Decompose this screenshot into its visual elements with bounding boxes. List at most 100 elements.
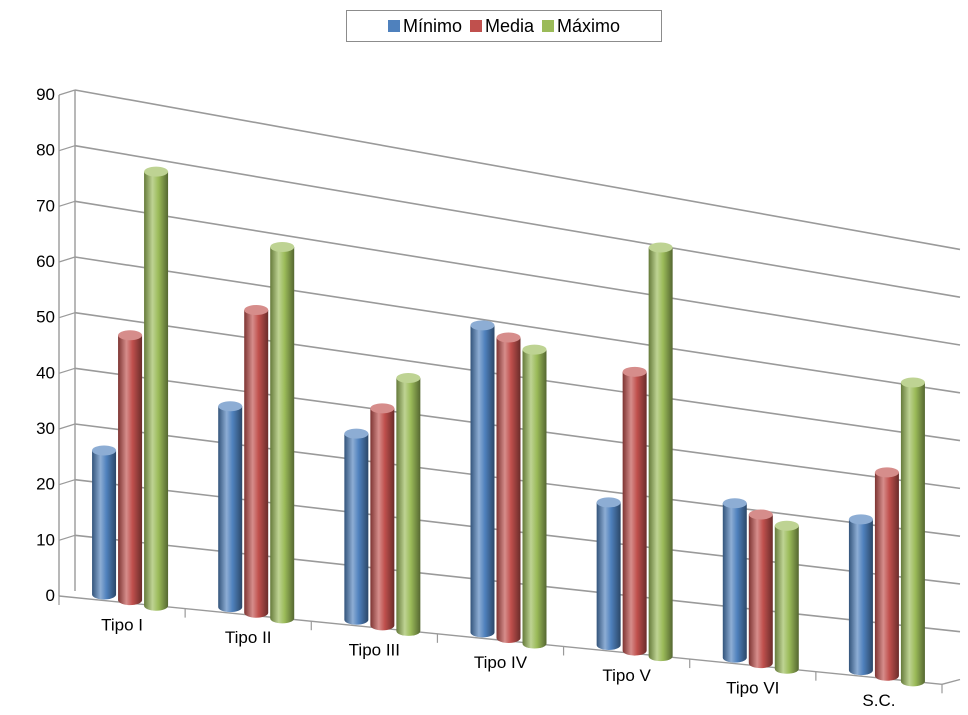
x-category-label: Tipo V [602, 666, 651, 685]
legend-swatch-media [469, 20, 482, 32]
y-tick-label: 50 [36, 308, 55, 327]
bar-cap [848, 514, 873, 525]
legend-item-media: Media [469, 15, 535, 37]
x-category-label: Tipo IV [474, 653, 528, 672]
bar-body [900, 382, 925, 687]
bars [92, 166, 925, 687]
x-category-label: Tipo II [225, 628, 272, 647]
y-tick-label: 70 [36, 196, 55, 215]
legend-item-minimo: Mínimo [387, 15, 462, 37]
bar [874, 467, 899, 681]
bar-cap [470, 320, 495, 331]
bar-body [496, 337, 521, 643]
y-tick-label: 60 [36, 252, 55, 271]
bar [470, 320, 495, 638]
gridline [74, 144, 961, 299]
y-tick-label: 80 [36, 141, 55, 160]
bar-body [92, 450, 117, 600]
bar-body [470, 325, 495, 638]
bar [144, 166, 169, 611]
gridline-depth [58, 256, 76, 263]
y-tick-label: 30 [36, 419, 55, 438]
bar-cap [774, 520, 799, 531]
x-category-labels: Tipo I Tipo II Tipo III Tipo IV Tipo V Tipo V… [101, 615, 895, 710]
bar [848, 514, 873, 676]
bar-body [218, 406, 243, 613]
x-category-label: Tipo I [101, 615, 143, 634]
bar-body [370, 408, 395, 631]
floor-right-edge [941, 678, 961, 685]
bar-body [344, 433, 369, 625]
gridline-depth [58, 534, 76, 541]
x-category-label: Tipo III [349, 641, 400, 660]
bar-body [244, 310, 269, 618]
gridline-depth [58, 89, 76, 96]
bar-body [722, 503, 747, 663]
bar [522, 344, 547, 649]
legend-label-minimo: Mínimo [402, 15, 462, 36]
bar-body [596, 502, 621, 650]
gridline [74, 256, 961, 394]
bar-cap [244, 305, 269, 316]
gridline-depth [58, 200, 76, 207]
bar-cap [270, 241, 295, 252]
bar [244, 305, 269, 618]
gridline [74, 200, 961, 346]
legend-swatch-minimo [387, 20, 400, 32]
bar-cap [344, 428, 369, 439]
bar [496, 332, 521, 643]
legend-label-maximo: Máximo [557, 15, 621, 36]
legend-item-maximo: Máximo [542, 16, 620, 37]
bar [622, 366, 647, 656]
x-category-label: Tipo VI [726, 678, 779, 697]
legend-swatch-maximo [542, 20, 555, 32]
bar [270, 241, 295, 624]
bar-cap [496, 332, 521, 343]
bar-cap [648, 242, 673, 253]
bar-body [118, 335, 143, 606]
bar [218, 401, 243, 613]
bar-cap [874, 467, 899, 478]
bar [344, 428, 369, 625]
bar-cap [396, 372, 421, 383]
bar [748, 509, 773, 669]
bar-cap [144, 166, 169, 177]
bar-cap [522, 344, 547, 355]
gridline-depth [58, 145, 76, 152]
bar-cap [622, 366, 647, 377]
bar-body [522, 349, 547, 649]
y-tick-label: 90 [36, 85, 55, 104]
bar-body [748, 514, 773, 669]
bar-body [144, 171, 169, 611]
bar [722, 498, 747, 663]
bar-body [848, 519, 873, 676]
bar [648, 242, 673, 662]
y-tick-label: 40 [36, 363, 55, 382]
gridline-depth [58, 479, 76, 486]
bar-cap [900, 377, 925, 388]
bar [900, 377, 925, 687]
gridline [74, 89, 961, 251]
legend: Mínimo Media Máximo [346, 10, 662, 42]
bar-cap [748, 509, 773, 520]
bar-cap [370, 403, 395, 414]
gridline-depth [58, 312, 76, 319]
gridline-depth [58, 423, 76, 430]
bar-body [270, 246, 295, 624]
x-category-label: S.C. [862, 691, 895, 710]
legend-label-media: Media [484, 15, 535, 36]
bar-body [622, 371, 647, 656]
bar [596, 497, 621, 650]
y-tick-label: 10 [36, 530, 55, 549]
y-tick-labels: 0 10 20 30 40 50 60 70 80 90 [36, 85, 55, 605]
bar-body [774, 525, 799, 674]
bar-cap [218, 401, 243, 412]
bar-cap [596, 497, 621, 508]
bar [370, 403, 395, 631]
bar [92, 445, 117, 600]
bar [118, 330, 143, 606]
bar [396, 372, 421, 636]
bar-cap [722, 498, 747, 509]
